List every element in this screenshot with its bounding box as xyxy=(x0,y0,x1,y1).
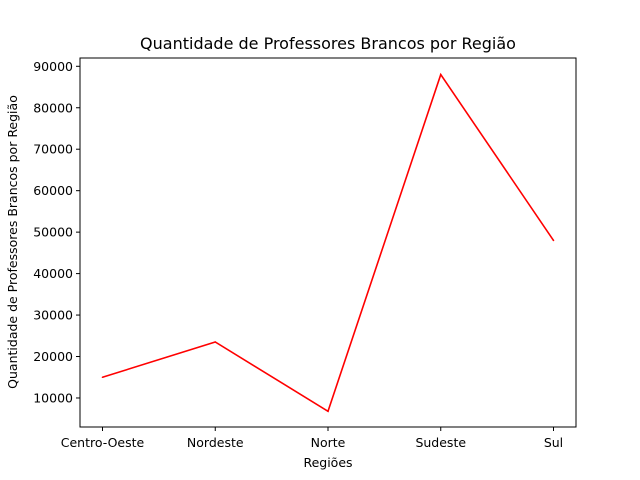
chart-title: Quantidade de Professores Brancos por Re… xyxy=(140,34,516,53)
x-tick-label: Sul xyxy=(544,435,563,450)
y-axis: 10000 20000 30000 40000 50000 60000 70000 80000… xyxy=(33,59,80,405)
data-point xyxy=(552,239,555,242)
y-tick-label: 50000 xyxy=(33,225,73,240)
x-axis: Centro-Oeste Nordeste Norte Sudeste Sul xyxy=(61,427,563,450)
y-tick-label: 20000 xyxy=(33,349,73,364)
y-tick-label: 40000 xyxy=(33,266,73,281)
x-tick-label: Norte xyxy=(311,435,346,450)
x-tick-label: Centro-Oeste xyxy=(61,435,145,450)
data-point xyxy=(214,341,217,343)
x-tick-label: Nordeste xyxy=(187,435,244,450)
y-tick-label: 10000 xyxy=(33,390,73,405)
x-axis-label: Regiões xyxy=(303,455,352,470)
series-lines xyxy=(101,72,555,413)
y-tick-label: 80000 xyxy=(33,100,73,115)
y-tick-label: 30000 xyxy=(33,308,73,323)
y-tick-label: 60000 xyxy=(33,183,73,198)
x-tick-label: Sudeste xyxy=(415,435,466,450)
y-tick-label: 70000 xyxy=(33,142,73,157)
series-line-0 xyxy=(102,72,555,413)
y-tick-label: 90000 xyxy=(33,59,73,74)
y-axis-label: Quantidade de Professores Brancos por Re… xyxy=(5,95,20,389)
plot-area xyxy=(79,57,577,428)
data-point xyxy=(101,376,104,379)
data-point xyxy=(439,73,442,76)
data-point xyxy=(327,410,329,413)
